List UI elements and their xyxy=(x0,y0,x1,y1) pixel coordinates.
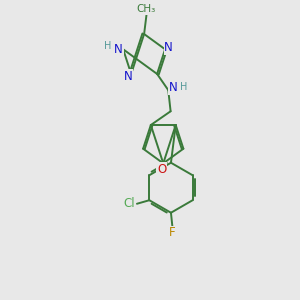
Text: N: N xyxy=(124,70,133,83)
Text: F: F xyxy=(169,226,176,239)
Text: O: O xyxy=(157,163,167,176)
Text: H: H xyxy=(104,41,112,51)
Text: N: N xyxy=(164,41,173,54)
Text: N: N xyxy=(169,81,178,94)
Text: CH₃: CH₃ xyxy=(137,4,156,14)
Text: Cl: Cl xyxy=(124,197,135,210)
Text: N: N xyxy=(114,43,123,56)
Text: H: H xyxy=(180,82,187,92)
